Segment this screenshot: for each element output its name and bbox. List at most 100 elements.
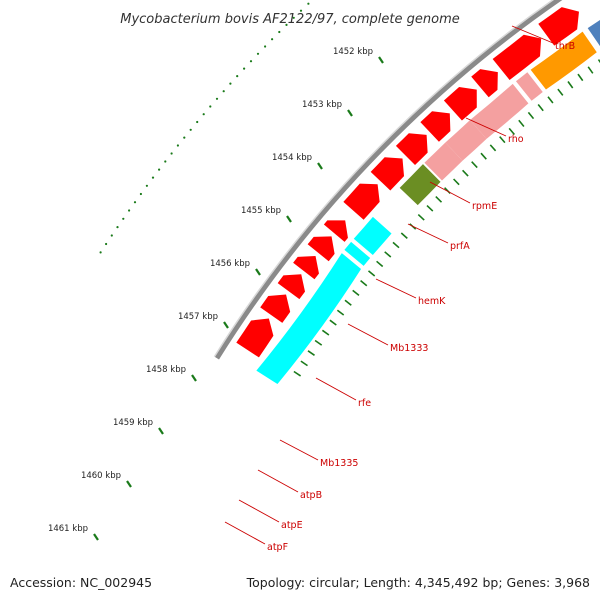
minor-tick (557, 88, 564, 96)
minor-tick (471, 161, 478, 169)
gene-label-atpf: atpF (267, 542, 288, 553)
connector-line (347, 323, 389, 346)
ring-dot (110, 234, 113, 237)
ring-dot (145, 184, 148, 187)
ring-dot (139, 192, 142, 196)
ring-dot (209, 105, 212, 108)
minor-tick (499, 136, 506, 144)
gene-rpme (515, 72, 543, 101)
ring-dot (128, 209, 131, 212)
forward-strand-genes (236, 7, 579, 358)
major-tick (158, 427, 164, 435)
summary-text: Topology: circular; Length: 4,345,492 bp… (244, 575, 592, 590)
gene-hemk (445, 120, 487, 161)
ring-dot (176, 144, 179, 147)
major-tick (347, 109, 353, 117)
minor-tick (453, 178, 460, 186)
ring-dot (105, 242, 108, 246)
minor-tick (597, 59, 600, 64)
ring-dot (229, 82, 232, 85)
minor-tick (489, 144, 497, 152)
connector-line (257, 469, 299, 493)
forward-gene (343, 183, 380, 220)
gene-label-atpb: atpB (300, 490, 322, 501)
minor-tick (480, 152, 487, 160)
kbp-tick-label: 1455 kbp (241, 206, 281, 216)
kbp-tick-label: 1456 kbp (210, 259, 250, 269)
connector-line (407, 223, 449, 244)
kbp-tick-label: 1458 kbp (146, 365, 186, 375)
forward-gene (307, 236, 335, 262)
gene-labels: thrB rho rpmE prfA hemK Mb1333 rfe Mb1335 atpB at… (267, 41, 575, 553)
forward-gene (293, 256, 319, 280)
major-tick (93, 533, 99, 541)
ring-dot (215, 97, 219, 100)
gene-label-thrb: thrB (555, 41, 575, 52)
minor-tick (384, 251, 392, 258)
backbone-ring (213, 0, 563, 360)
forward-gene (370, 157, 405, 191)
gene-label-hemk: hemK (418, 296, 446, 307)
ring-dot (278, 30, 281, 34)
connector-line (238, 499, 280, 523)
major-tick (286, 215, 292, 223)
map-title: Mycobacterium bovis AF2122/97, complete … (120, 12, 459, 27)
major-tick (255, 268, 261, 276)
ring-dot (151, 176, 155, 179)
gene-rfe (399, 164, 441, 206)
major-tick (126, 480, 132, 488)
minor-tick (360, 279, 368, 287)
ring-dot (243, 67, 246, 70)
ring-dot (116, 226, 119, 229)
forward-gene (471, 69, 498, 98)
kbp-tick-label: 1453 kbp (302, 100, 342, 110)
minor-tick (329, 319, 337, 326)
forward-gene (236, 318, 274, 358)
minor-tick (426, 205, 434, 212)
minor-tick (376, 260, 384, 268)
gene-label-prfa: prfA (450, 241, 470, 252)
inner-tick-marks (293, 59, 600, 377)
kbp-tick-label: 1461 kbp (48, 524, 88, 534)
minor-tick (293, 370, 302, 377)
ring-dot (133, 201, 137, 204)
gene-label-mb1333: Mb1333 (390, 343, 428, 354)
gene-atpe (344, 241, 371, 266)
minor-tick (508, 127, 516, 136)
ring-dot (249, 60, 253, 63)
forward-gene (323, 220, 348, 242)
minor-tick (577, 73, 584, 82)
minor-tick (314, 339, 323, 346)
connector-line (315, 377, 357, 401)
forward-gene (395, 133, 428, 166)
minor-tick (392, 241, 400, 249)
ring-dot (236, 75, 239, 78)
connector-line (279, 439, 319, 461)
ring-dot (222, 90, 225, 93)
forward-gene (538, 7, 579, 46)
ring-dot (307, 2, 310, 5)
reverse-strand-genes (256, 20, 600, 385)
gene-prfa (469, 83, 529, 139)
accession-text: Accession: NC_002945 (8, 575, 155, 590)
minor-tick (462, 169, 469, 177)
outer-dotted-ring (93, 2, 384, 541)
minor-tick (587, 66, 594, 74)
forward-gene (492, 34, 542, 80)
major-tick (378, 56, 384, 64)
ring-dot (189, 128, 192, 131)
connector-line (375, 278, 417, 299)
gene-mb1333 (424, 142, 463, 181)
gene-label-mb1335: Mb1335 (320, 458, 358, 469)
minor-tick (307, 350, 315, 356)
ring-dot (202, 113, 205, 116)
minor-tick (435, 196, 443, 203)
position-labels: 1452 kbp 1453 kbp 1454 kbp 1455 kbp 1456 kbp… (48, 47, 373, 534)
forward-gene (277, 274, 306, 300)
minor-tick (547, 96, 554, 104)
ring-dot (264, 45, 267, 48)
major-tick (317, 162, 323, 170)
gene-thrb (587, 20, 600, 47)
minor-tick (537, 104, 544, 112)
